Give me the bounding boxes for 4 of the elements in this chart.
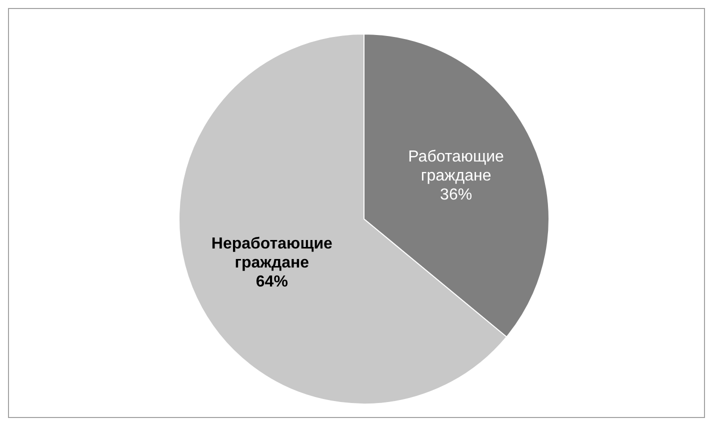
slice-label: Работающие граждане (408, 148, 504, 184)
slice-label: Неработающие граждане (211, 234, 333, 271)
data-label: 64% (256, 272, 288, 290)
data-label: 36% (440, 186, 472, 204)
